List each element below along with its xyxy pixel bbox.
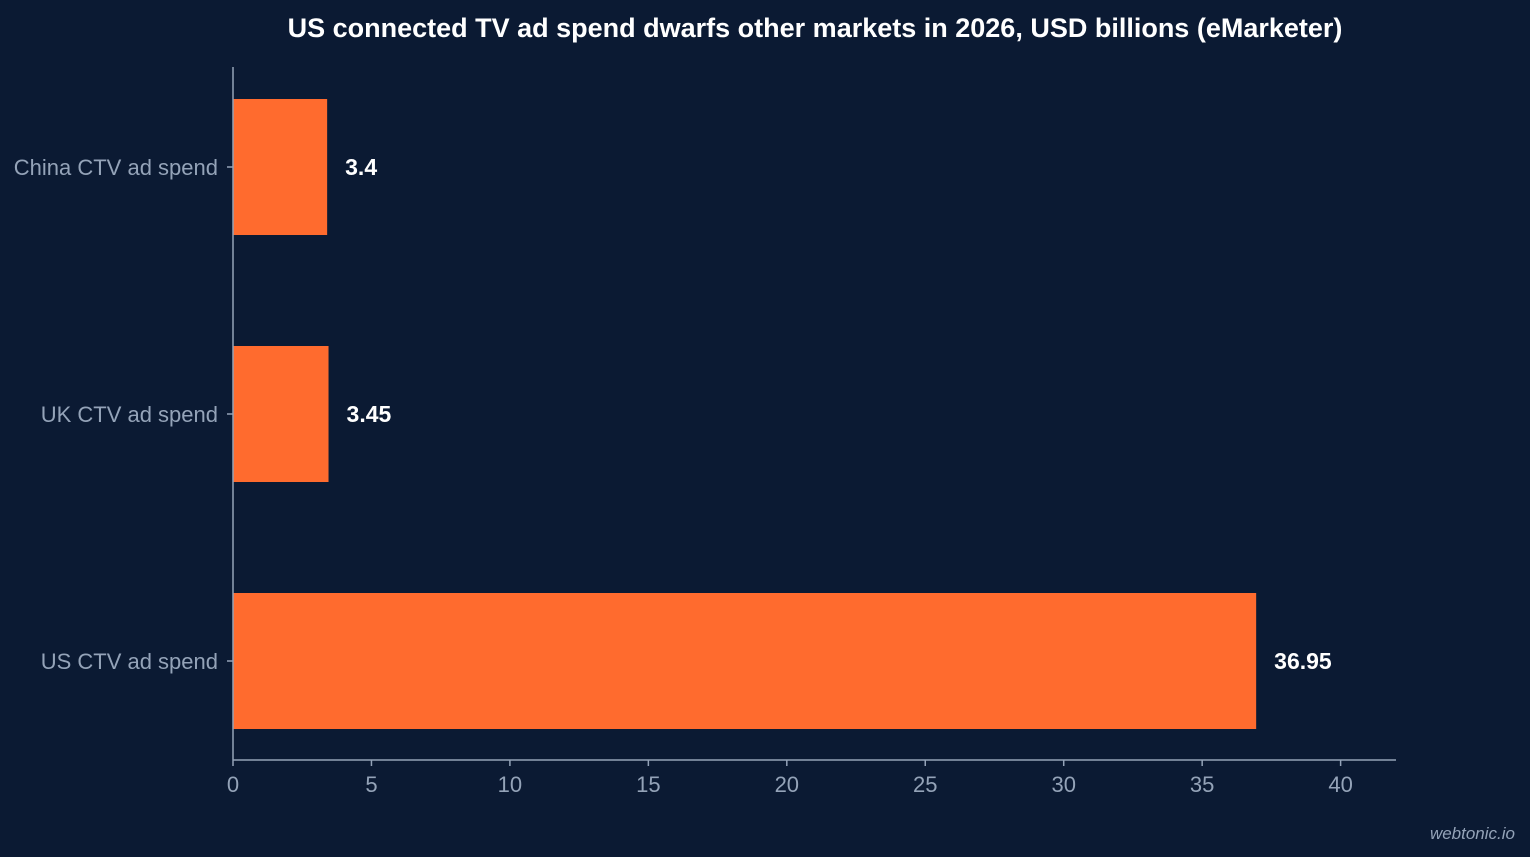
x-tick-label: 40 [1328,772,1352,797]
x-tick-label: 20 [775,772,799,797]
category-label: UK CTV ad spend [41,402,218,427]
data-label: 3.4 [345,154,377,180]
bar [233,593,1257,729]
category-label: US CTV ad spend [41,649,218,674]
plot-area: 3.4 3.45 36.95 China CTV ad spend UK CTV ad … [14,67,1396,797]
bar [233,346,329,482]
category-label: China CTV ad spend [14,155,218,180]
x-tick-label: 15 [636,772,660,797]
bar [233,99,328,235]
x-tick-label: 35 [1190,772,1214,797]
x-tick-label: 10 [498,772,522,797]
chart-title: US connected TV ad spend dwarfs other ma… [288,13,1343,43]
x-tick-label: 0 [227,772,239,797]
x-tick-label: 25 [913,772,937,797]
data-label: 3.45 [347,401,392,427]
data-label: 36.95 [1274,648,1332,674]
watermark: webtonic.io [1430,824,1515,843]
x-tick-label: 5 [365,772,377,797]
x-tick-label: 30 [1051,772,1075,797]
